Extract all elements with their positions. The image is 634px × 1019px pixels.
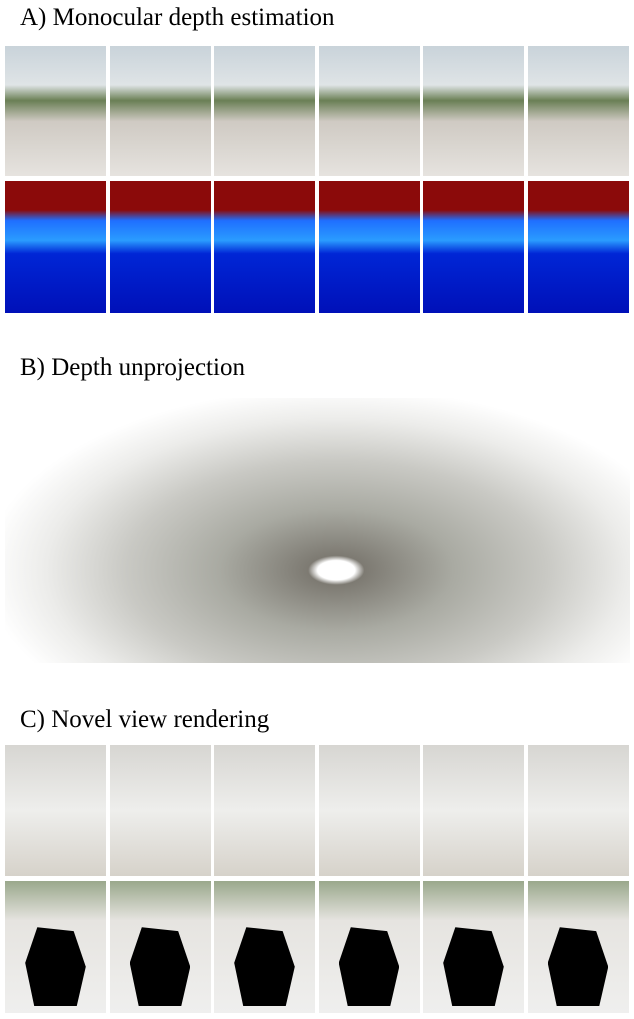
image-tile — [527, 181, 629, 313]
image-tile — [423, 46, 524, 176]
image-tile — [109, 881, 211, 1013]
image-tile — [5, 745, 106, 876]
missing-region — [443, 927, 504, 1007]
image-tile — [5, 46, 106, 176]
image-tile — [423, 881, 524, 1013]
image-tile — [109, 745, 211, 876]
image-tile — [5, 181, 106, 313]
section-title: B) Depth unprojection — [20, 354, 245, 381]
image-tile — [527, 745, 629, 876]
image-tile — [423, 745, 524, 876]
point-cloud-image — [5, 398, 630, 663]
image-tile — [423, 181, 524, 313]
missing-region — [547, 927, 609, 1007]
missing-region — [25, 927, 86, 1007]
image-tile — [318, 181, 420, 313]
missing-region — [129, 927, 191, 1007]
image-tile — [318, 745, 420, 876]
section-title: C) Novel view rendering — [20, 706, 270, 733]
image-tile — [214, 881, 315, 1013]
image-tile — [214, 181, 315, 313]
image-tile — [5, 881, 106, 1013]
image-tile — [109, 46, 211, 176]
missing-region — [234, 927, 295, 1007]
image-tile — [527, 881, 629, 1013]
image-tile — [527, 46, 629, 176]
image-tile — [214, 46, 315, 176]
missing-region — [338, 927, 400, 1007]
image-tile — [109, 181, 211, 313]
section-title: A) Monocular depth estimation — [20, 4, 335, 31]
image-tile — [318, 881, 420, 1013]
image-tile — [214, 745, 315, 876]
image-tile — [318, 46, 420, 176]
